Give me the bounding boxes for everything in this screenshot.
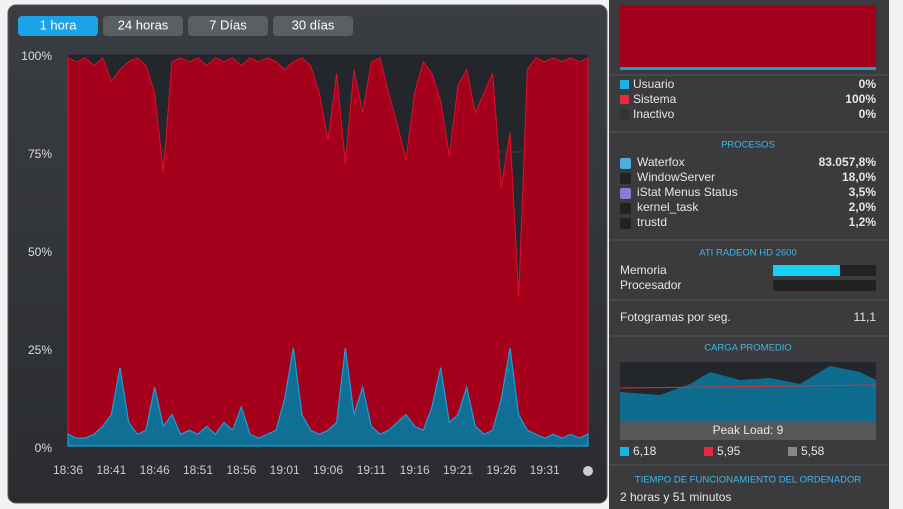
legend-swatch	[620, 95, 629, 104]
process-name: kernel_task	[637, 200, 699, 214]
x-tick-label: 18:36	[53, 463, 83, 477]
process-name: WindowServer	[637, 170, 715, 184]
process-name: trustd	[637, 215, 667, 229]
tab[interactable]	[18, 16, 98, 36]
section-title: CARGA PROMEDIO	[704, 343, 792, 354]
legend-swatch	[704, 447, 713, 456]
legend-label: Usuario	[633, 77, 675, 91]
section-title: PROCESOS	[721, 140, 775, 151]
user-area	[67, 347, 589, 447]
mini-graph-user	[620, 67, 876, 70]
process-name: Waterfox	[637, 155, 685, 169]
y-tick-label: 0%	[35, 441, 53, 455]
mini-graph	[620, 5, 876, 70]
process-value: 1,2%	[849, 215, 877, 229]
x-tick-label: 18:41	[96, 463, 126, 477]
x-tick-label: 19:16	[400, 463, 430, 477]
process-icon	[620, 158, 631, 169]
process-icon	[620, 203, 631, 214]
process-value: 3,5%	[849, 185, 877, 199]
label: Fotogramas por seg.	[620, 310, 731, 324]
x-tick-label: 19:01	[270, 463, 300, 477]
value: 100%	[845, 92, 876, 106]
load-graph-area	[620, 366, 876, 422]
x-tick-label: 19:26	[486, 463, 516, 477]
load-value: 5,95	[717, 444, 741, 458]
system-area	[67, 57, 589, 447]
process-value: 18,0%	[842, 170, 876, 184]
process-icon	[620, 188, 631, 199]
section-title: TIEMPO DE FUNCIONAMIENTO DEL ORDENADOR	[635, 475, 862, 486]
x-tick-label: 19:21	[443, 463, 473, 477]
clock-icon	[583, 466, 593, 476]
legend-swatch	[788, 447, 797, 456]
x-tick-label: 19:06	[313, 463, 343, 477]
x-tick-label: 18:56	[226, 463, 256, 477]
legend-swatch	[620, 80, 629, 89]
process-value: 83.057,8%	[819, 155, 877, 169]
legend-label: Inactivo	[633, 107, 675, 121]
y-tick-label: 100%	[21, 49, 52, 63]
legend-swatch	[620, 447, 629, 456]
x-tick-label: 19:31	[530, 463, 560, 477]
value: 11,1	[854, 310, 877, 324]
legend-swatch	[620, 110, 629, 119]
label: Procesador	[620, 278, 681, 292]
y-tick-label: 25%	[28, 343, 52, 357]
load-graph-line	[619, 384, 877, 389]
process-name: iStat Menus Status	[637, 185, 738, 199]
legend-label: Sistema	[633, 92, 677, 106]
section-title: ATI RADEON HD 2600	[699, 248, 797, 259]
process-icon	[620, 218, 631, 229]
load-value: 6,18	[633, 444, 657, 458]
peak-load: Peak Load: 9	[713, 423, 784, 437]
process-icon	[620, 173, 631, 184]
tab[interactable]	[188, 16, 268, 36]
load-peak-box	[620, 422, 876, 440]
uptime: 2 horas y 51 minutos	[620, 490, 731, 504]
y-tick-label: 75%	[28, 147, 52, 161]
x-tick-label: 18:46	[140, 463, 170, 477]
value: 0%	[859, 77, 877, 91]
tab-label[interactable]: 24 horas	[118, 17, 169, 32]
tab-label[interactable]: 1 hora	[40, 17, 78, 32]
process-value: 2,0%	[849, 200, 877, 214]
label: Memoria	[620, 263, 667, 277]
value: 0%	[859, 107, 877, 121]
tab-label[interactable]: 30 días	[292, 17, 335, 32]
tab[interactable]	[273, 16, 353, 36]
memory-bar	[773, 265, 840, 276]
x-tick-label: 19:11	[357, 463, 386, 477]
separators	[610, 74, 888, 466]
x-tick-label: 18:51	[183, 463, 213, 477]
load-value: 5,58	[801, 444, 825, 458]
tab[interactable]	[103, 16, 183, 36]
y-tick-label: 50%	[28, 245, 52, 259]
tab-label[interactable]: 7 Días	[209, 17, 247, 32]
bar-track	[773, 280, 876, 291]
